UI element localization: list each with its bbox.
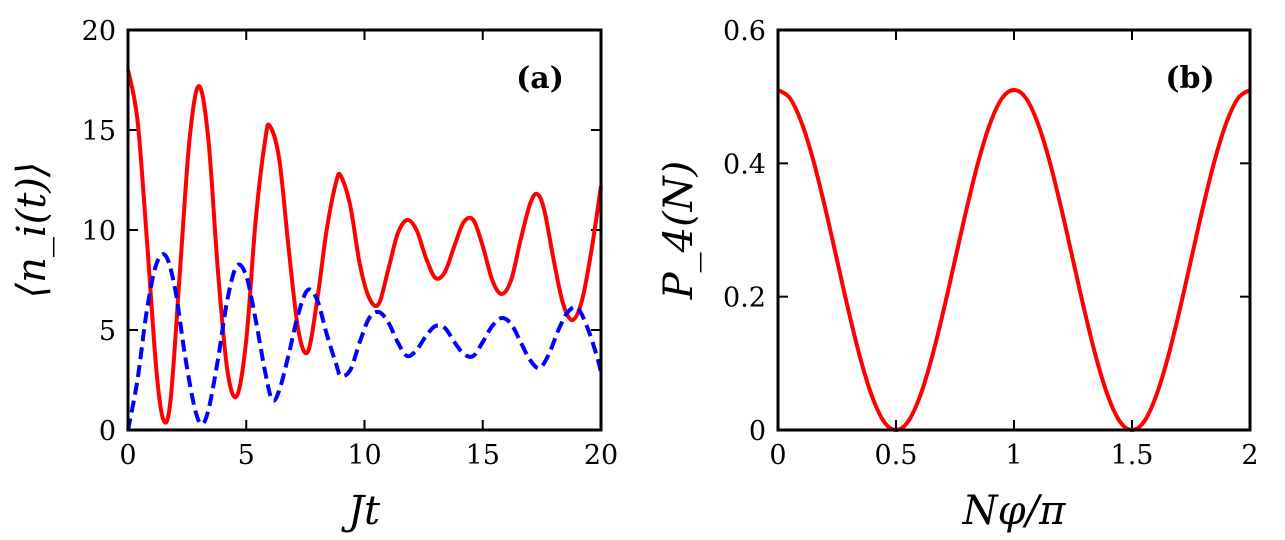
panel-b-xlabel: Nφ/π — [962, 488, 1066, 534]
panel-b-ylabel: P_4(N) — [656, 161, 702, 301]
panel-a-xtick-label: 10 — [347, 440, 381, 471]
panel-b-label: (b) — [1165, 61, 1214, 96]
panel-a-ytick-label: 5 — [99, 316, 116, 347]
panel-a-xtick-label: 15 — [466, 440, 500, 471]
panel-b-xtick-label: 2 — [1241, 440, 1258, 471]
panel-b-ytick-label: 0.4 — [723, 149, 766, 180]
panel-a-ytick-label: 10 — [82, 216, 116, 247]
panel-b-ytick-label: 0.6 — [723, 16, 766, 47]
panel-b-xtick-label: 0.5 — [875, 440, 918, 471]
panel-a-tick-labels: 0 5 10 15 20 0 5 10 15 20 — [82, 16, 619, 471]
panel-a-series-2-line — [126, 252, 603, 431]
panel-a-series-1-line — [126, 69, 603, 425]
panel-a-label: (a) — [516, 61, 564, 96]
panel-b-frame — [776, 28, 1252, 432]
panel-a-series — [126, 69, 603, 431]
panel-b-ytick-label: 0.2 — [723, 283, 766, 314]
panel-a-xlabel: Jt — [341, 488, 381, 534]
panel-b-tick-labels: 0 0.5 1 1.5 2 0 0.2 0.4 0.6 — [723, 16, 1259, 471]
panel-a-ytick-label: 15 — [82, 116, 116, 147]
panel-b-xtick-label: 1.5 — [1111, 440, 1154, 471]
panel-a-xtick-label: 20 — [584, 440, 618, 471]
panel-a-ytick-label: 20 — [82, 16, 116, 47]
panel-a-ylabel: ⟨n_i(t)⟩ — [9, 161, 55, 298]
panel-b-ytick-label: 0 — [749, 416, 766, 447]
panel-a-frame — [126, 28, 603, 432]
panel-b: 0 0.5 1 1.5 2 0 0.2 0.4 0.6 (b) Nφ/π P_4(N) — [656, 16, 1259, 534]
panel-b-series-1-line — [776, 88, 1252, 432]
panel-b-series — [776, 88, 1252, 432]
panel-a: 0 5 10 15 20 0 5 10 15 20 (a) Jt ⟨n_i(t)⟩ — [9, 16, 618, 534]
panel-a-ytick-label: 0 — [99, 416, 116, 447]
panel-b-xtick-label: 0 — [769, 440, 786, 471]
panel-a-xtick-label: 0 — [119, 440, 136, 471]
panel-b-xtick-label: 1 — [1005, 440, 1022, 471]
panel-a-xtick-label: 5 — [238, 440, 255, 471]
